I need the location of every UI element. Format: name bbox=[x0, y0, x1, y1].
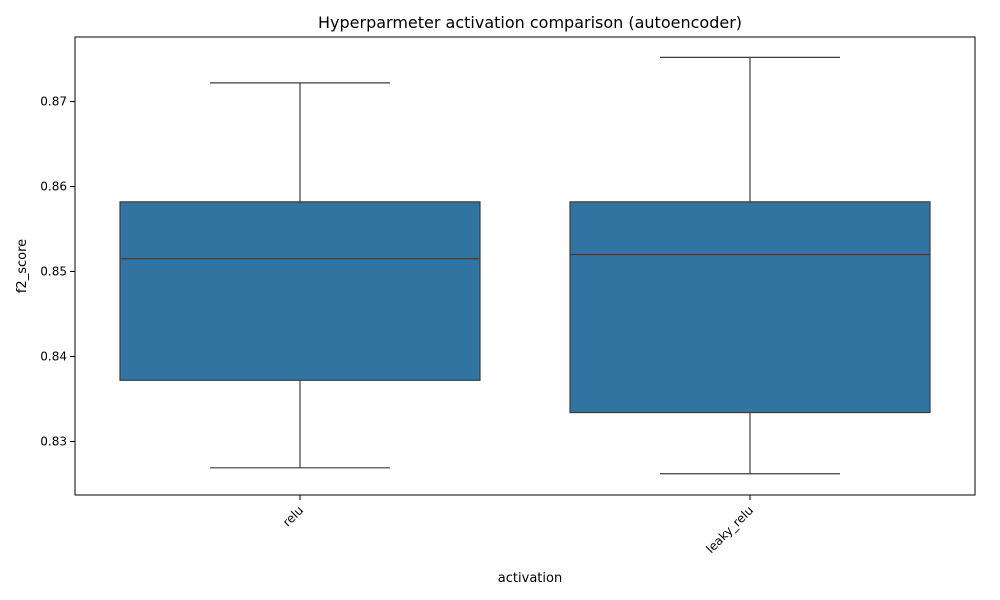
y-tick-label: 0.83 bbox=[40, 434, 67, 448]
interquartile-box bbox=[119, 201, 481, 381]
y-axis-label: f2_score bbox=[15, 239, 30, 293]
y-tick-label: 0.84 bbox=[40, 349, 67, 363]
y-tick-label: 0.87 bbox=[40, 95, 67, 109]
plot-area-frame bbox=[74, 36, 976, 496]
x-tick-label: relu bbox=[280, 503, 306, 529]
x-tick-label: leaky_relu bbox=[703, 503, 756, 556]
box-relu bbox=[119, 82, 481, 469]
interquartile-box bbox=[569, 201, 931, 414]
x-axis-label: activation bbox=[498, 571, 562, 586]
y-tick-label: 0.85 bbox=[40, 265, 67, 279]
boxes-layer bbox=[119, 56, 931, 475]
y-tick-label: 0.86 bbox=[40, 180, 67, 194]
box-leaky_relu bbox=[569, 56, 931, 475]
x-axis: relu leaky_relu bbox=[280, 495, 756, 556]
chart-title: Hyperparmeter activation comparison (aut… bbox=[318, 13, 742, 32]
y-axis: 0.83 0.84 0.85 0.86 0.87 bbox=[40, 95, 75, 448]
